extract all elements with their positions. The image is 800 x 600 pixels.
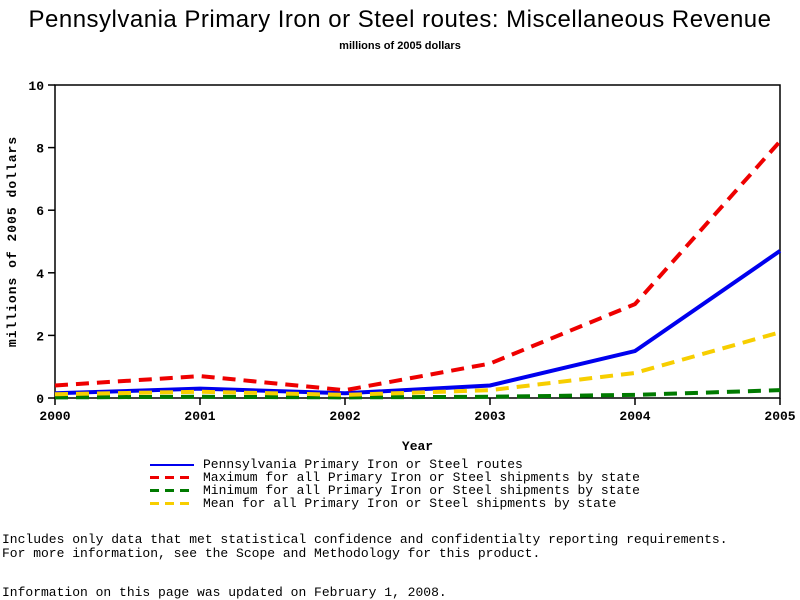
legend: Pennsylvania Primary Iron or Steel route… [150, 458, 640, 510]
legend-swatch [150, 463, 194, 466]
x-tick-label: 2001 [184, 409, 215, 424]
x-tick-label: 2003 [474, 409, 505, 424]
footnote: Includes only data that met statistical … [2, 533, 728, 561]
series-line [54, 140, 782, 393]
y-tick-label: 2 [36, 329, 44, 344]
legend-swatch [150, 489, 194, 492]
series-line [54, 330, 781, 397]
footnote-line: For more information, see the Scope and … [2, 546, 541, 561]
plot-frame [54, 84, 781, 399]
legend-label: Maximum for all Primary Iron or Steel sh… [203, 470, 640, 485]
legend-item: Pennsylvania Primary Iron or Steel route… [150, 458, 640, 471]
y-tick-label: 8 [36, 142, 44, 157]
legend-label: Mean for all Primary Iron or Steel shipm… [203, 496, 617, 511]
x-tick-label: 2000 [39, 409, 70, 424]
legend-item: Maximum for all Primary Iron or Steel sh… [150, 471, 640, 484]
y-axis-title: millions of 2005 dollars [5, 136, 20, 347]
x-tick-label: 2002 [329, 409, 360, 424]
legend-item: Minimum for all Primary Iron or Steel sh… [150, 484, 640, 497]
legend-label: Pennsylvania Primary Iron or Steel route… [203, 457, 523, 472]
y-tick-label: 10 [28, 79, 44, 94]
legend-swatch [150, 476, 194, 479]
series-line [54, 249, 782, 396]
chart-title: Pennsylvania Primary Iron or Steel route… [28, 6, 772, 33]
y-tick-label: 6 [36, 204, 44, 219]
y-tick-label: 0 [36, 392, 44, 407]
legend-swatch [150, 502, 194, 505]
y-tick-label: 4 [36, 267, 44, 282]
chart-subtitle: millions of 2005 dollars [339, 40, 461, 52]
plot-area: 0 2 4 6 8 10 2000 2001 2002 2003 2004 2005 millions … [5, 79, 796, 454]
legend-item: Mean for all Primary Iron or Steel shipm… [150, 497, 640, 510]
footnote-line: Includes only data that met statistical … [2, 532, 728, 547]
series-line [54, 388, 781, 400]
x-tick-label: 2004 [619, 409, 650, 424]
x-axis-title: Year [402, 439, 433, 454]
x-tick-label: 2005 [764, 409, 795, 424]
update-note: Information on this page was updated on … [2, 585, 447, 600]
legend-label: Minimum for all Primary Iron or Steel sh… [203, 483, 640, 498]
